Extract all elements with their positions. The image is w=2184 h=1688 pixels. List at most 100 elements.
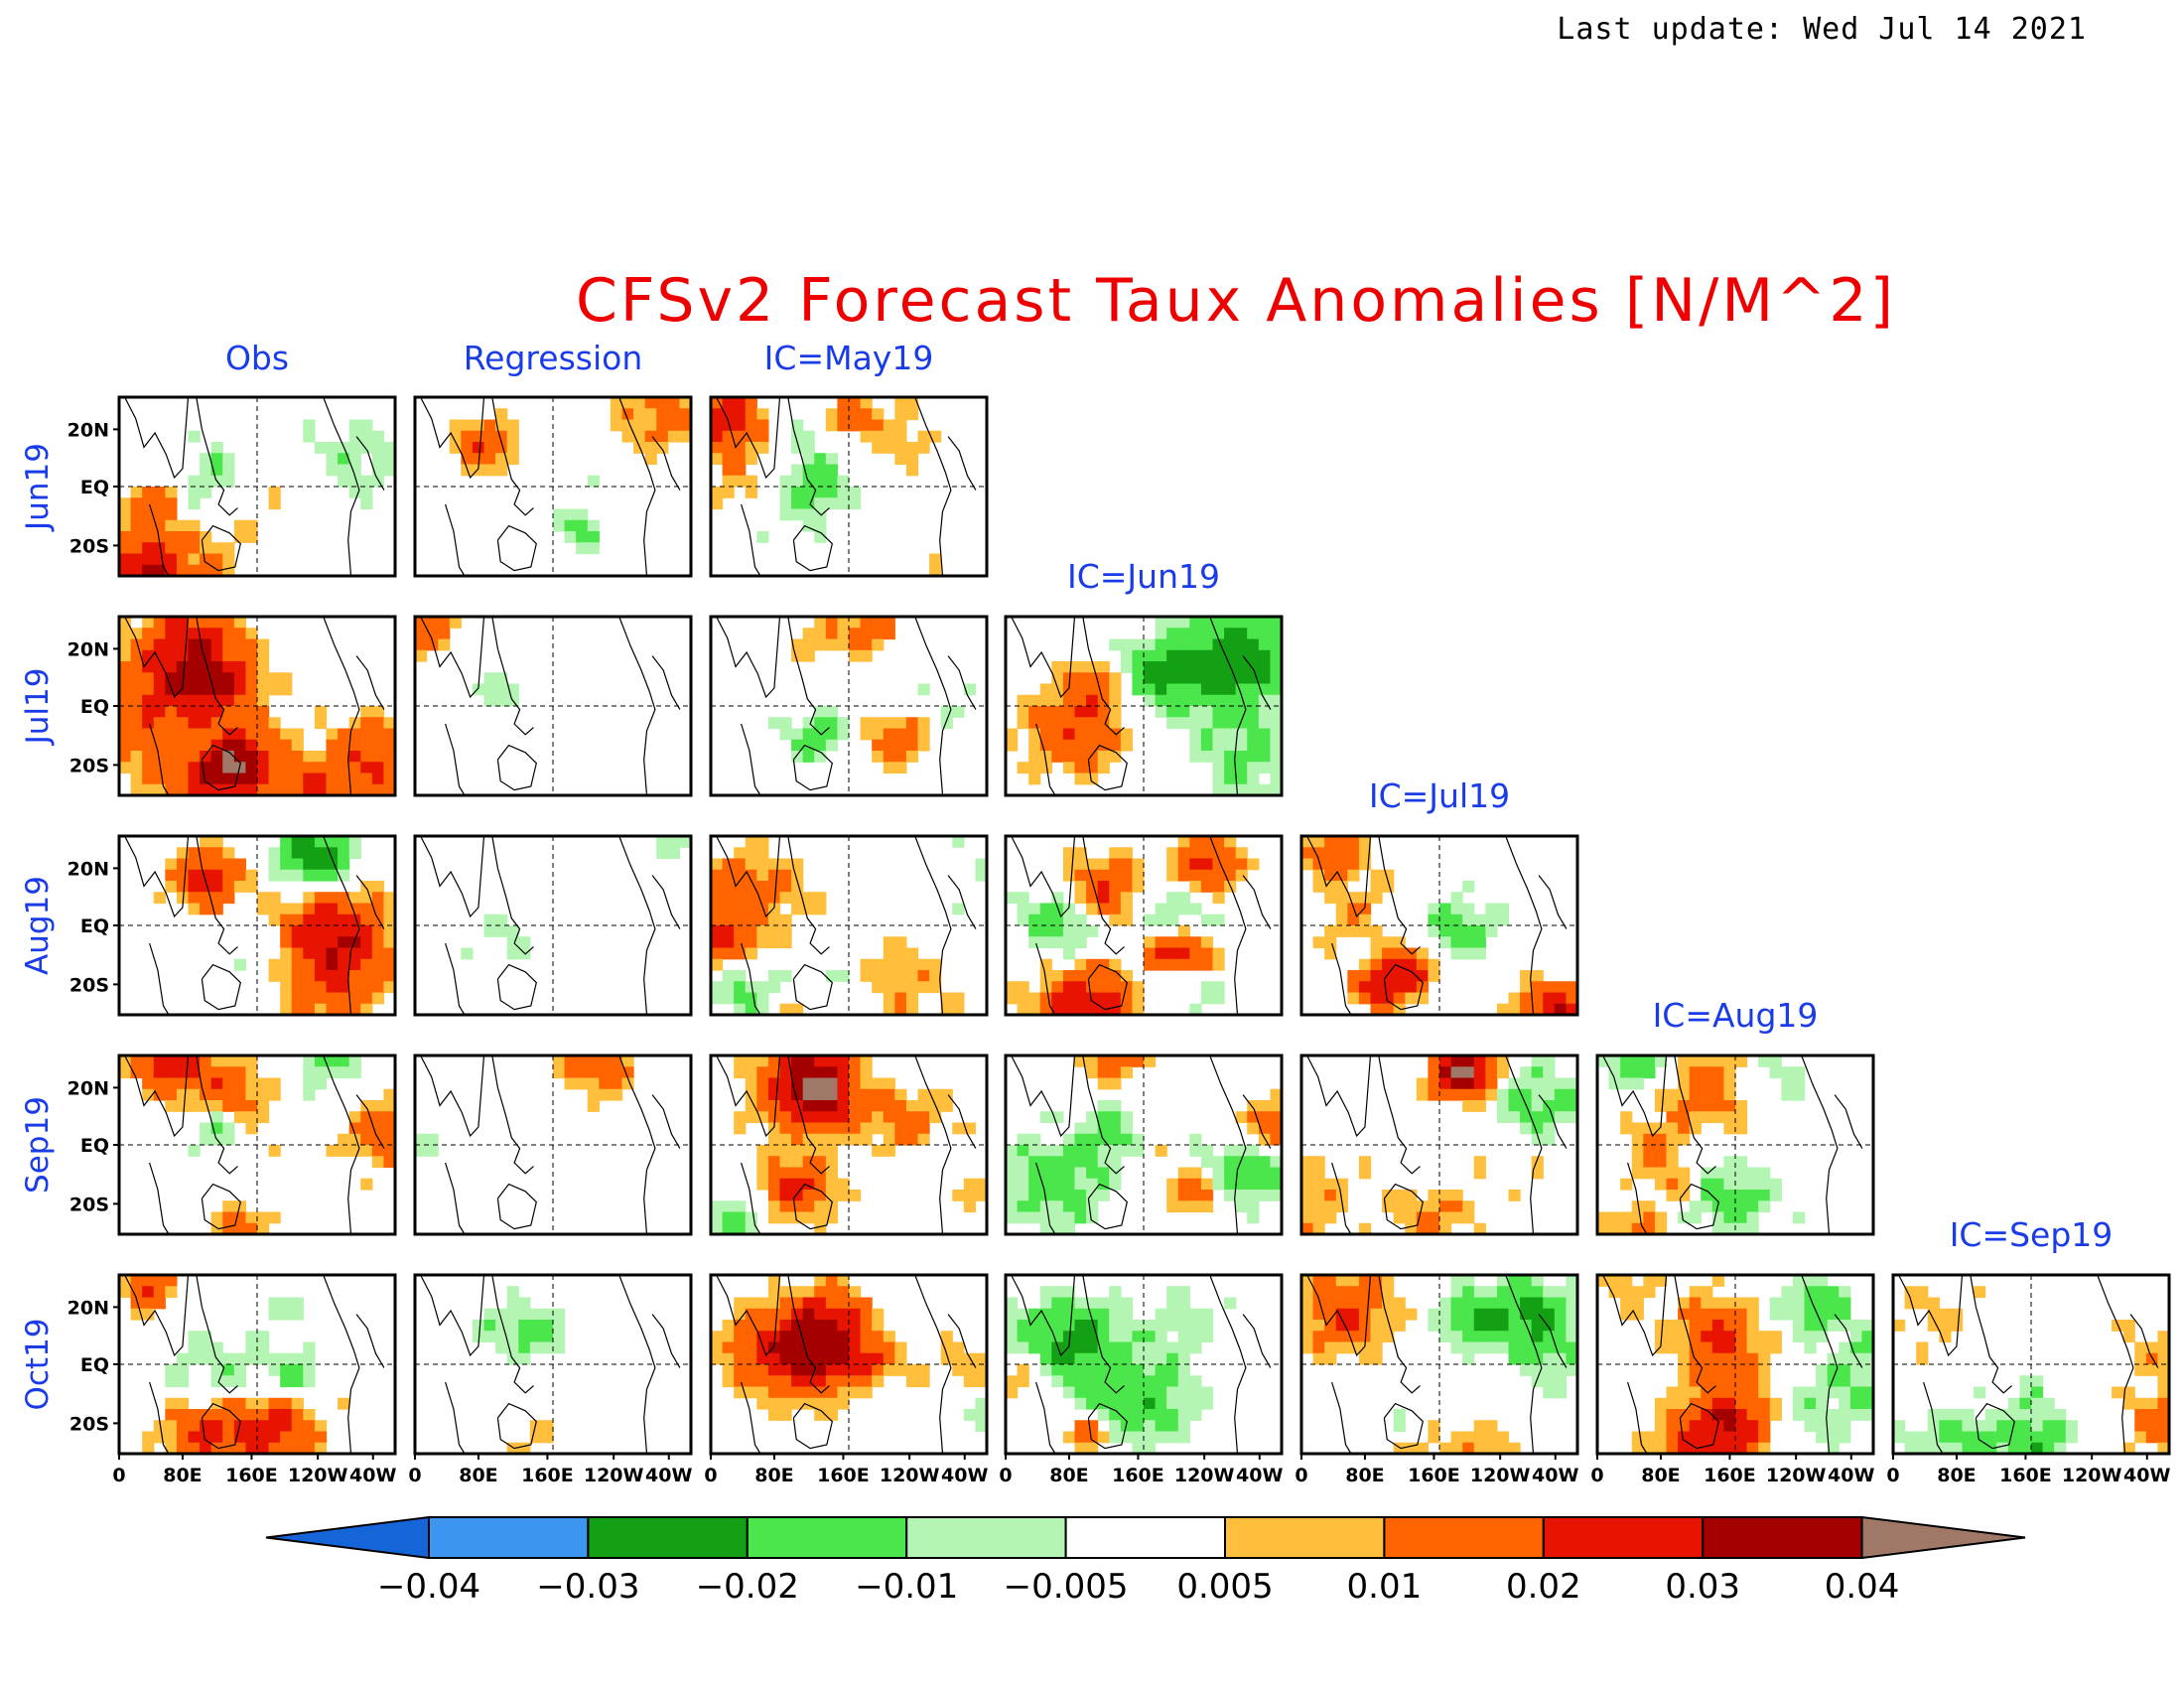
anomaly-cell xyxy=(917,739,930,752)
anomaly-cell xyxy=(722,992,735,1005)
coastline xyxy=(618,616,656,796)
anomaly-cell xyxy=(722,936,735,949)
coastline xyxy=(445,1162,466,1235)
anomaly-cell xyxy=(1450,1331,1463,1343)
anomaly-cell xyxy=(153,1420,166,1433)
anomaly-cell xyxy=(165,773,178,785)
anomaly-cell xyxy=(291,783,304,796)
anomaly-cell xyxy=(1543,1341,1556,1354)
anomaly-cell xyxy=(1247,858,1260,871)
anomaly-cell xyxy=(1735,1431,1748,1444)
anomaly-cell xyxy=(1531,1364,1544,1376)
y-tick-label: 20N xyxy=(68,1297,109,1319)
anomaly-cell xyxy=(1074,881,1087,893)
anomaly-cell xyxy=(872,1111,885,1124)
anomaly-cell xyxy=(1689,1431,1702,1444)
anomaly-cell xyxy=(1177,617,1190,629)
anomaly-cell xyxy=(291,1409,304,1421)
anomaly-cell xyxy=(1370,925,1383,937)
anomaly-cell xyxy=(791,1190,804,1201)
anomaly-cell xyxy=(291,762,304,774)
colorbar-arrow-left-icon xyxy=(265,1515,430,1560)
anomaly-cell xyxy=(210,717,223,730)
anomaly-cell xyxy=(1496,1111,1510,1124)
anomaly-cell xyxy=(1723,1320,1736,1332)
anomaly-cell xyxy=(338,869,350,882)
anomaly-cell xyxy=(1247,717,1260,730)
anomaly-cell xyxy=(371,914,385,926)
anomaly-cell xyxy=(1554,1364,1568,1376)
anomaly-cell xyxy=(1235,1111,1248,1124)
anomaly-cell xyxy=(905,751,919,763)
anomaly-cell xyxy=(303,1375,316,1388)
anomaly-cell xyxy=(929,981,942,994)
anomaly-cell xyxy=(1723,1331,1736,1343)
anomaly-cell xyxy=(1189,628,1202,640)
anomaly-cell xyxy=(722,1222,735,1235)
anomaly-cell xyxy=(1746,1352,1759,1365)
anomaly-cell xyxy=(1393,1442,1406,1455)
anomaly-cell xyxy=(756,1320,769,1332)
anomaly-cell xyxy=(1631,1286,1644,1299)
anomaly-cell xyxy=(1039,1364,1052,1376)
anomaly-cell xyxy=(791,1077,804,1090)
anomaly-cell xyxy=(303,936,316,949)
anomaly-cell xyxy=(1258,1133,1272,1146)
anomaly-cell xyxy=(1450,1286,1463,1299)
anomaly-cell xyxy=(1258,672,1272,685)
anomaly-cell xyxy=(1711,1409,1725,1421)
anomaly-cell xyxy=(1428,1211,1440,1224)
anomaly-cell xyxy=(268,1431,281,1444)
y-tick-label: 20N xyxy=(68,858,109,880)
anomaly-cell xyxy=(371,1100,385,1112)
anomaly-cell xyxy=(119,531,132,543)
anomaly-cell xyxy=(883,628,895,640)
anomaly-cell xyxy=(894,419,907,432)
anomaly-cell xyxy=(1508,1088,1521,1101)
anomaly-cell xyxy=(756,869,769,882)
anomaly-cell xyxy=(233,1364,247,1376)
anomaly-cell xyxy=(814,706,827,718)
anomaly-cell xyxy=(1132,881,1145,893)
anomaly-cell xyxy=(142,497,155,510)
anomaly-cell xyxy=(1450,1320,1463,1332)
anomaly-cell xyxy=(1450,1211,1463,1224)
anomaly-cell xyxy=(1177,683,1190,696)
anomaly-cell xyxy=(1258,1167,1272,1180)
anomaly-cell xyxy=(1028,773,1041,785)
anomaly-cell xyxy=(1086,762,1099,774)
anomaly-cell xyxy=(291,1442,304,1455)
anomaly-cell xyxy=(1746,1364,1759,1376)
anomaly-cell xyxy=(644,419,657,432)
anomaly-cell xyxy=(814,1111,827,1124)
anomaly-cell xyxy=(814,1211,827,1224)
anomaly-cell xyxy=(1631,1442,1644,1455)
anomaly-cell xyxy=(1347,847,1360,860)
anomaly-cell xyxy=(1462,914,1475,926)
anomaly-cell xyxy=(837,487,850,498)
anomaly-cell xyxy=(1335,881,1348,893)
anomaly-cell xyxy=(1758,1364,1771,1376)
anomaly-cell xyxy=(1450,1442,1463,1455)
anomaly-cell xyxy=(303,892,316,905)
anomaly-cell xyxy=(656,442,669,454)
anomaly-cell xyxy=(849,1386,862,1399)
anomaly-cell xyxy=(656,408,669,421)
anomaly-cell xyxy=(917,1364,930,1376)
anomaly-cell xyxy=(814,1352,827,1365)
anomaly-cell xyxy=(1086,1320,1099,1332)
anomaly-cell xyxy=(119,542,132,555)
anomaly-cell xyxy=(291,1297,304,1310)
anomaly-cell xyxy=(1074,914,1087,926)
coastline xyxy=(1035,1162,1056,1235)
anomaly-cell xyxy=(1270,1111,1283,1124)
anomaly-cell xyxy=(303,925,316,937)
anomaly-cell xyxy=(767,914,781,926)
anomaly-cell xyxy=(837,1066,850,1079)
coastline xyxy=(1383,1402,1424,1450)
anomaly-cell xyxy=(483,464,496,477)
anomaly-cell xyxy=(1028,1178,1041,1191)
anomaly-cell xyxy=(1247,649,1260,662)
anomaly-cell xyxy=(1312,1297,1325,1310)
